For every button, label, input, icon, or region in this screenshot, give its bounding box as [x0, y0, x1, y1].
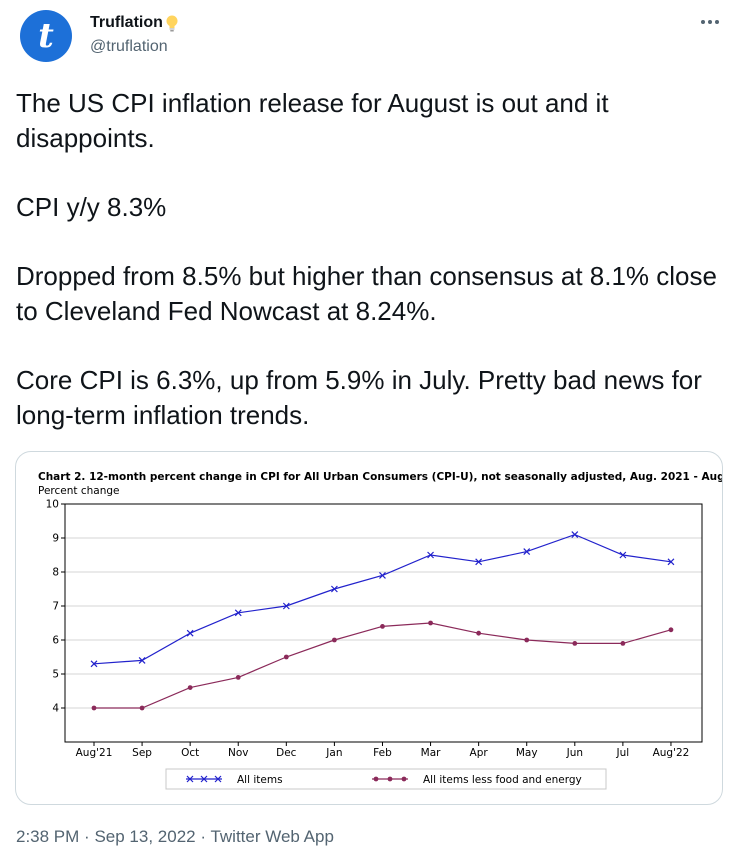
series-line-core	[94, 622, 672, 709]
y-tick-label: 10	[46, 499, 59, 511]
data-point-core	[620, 641, 626, 646]
data-point-core	[332, 637, 337, 643]
y-tick-label: 4	[52, 703, 59, 715]
data-point-core	[668, 627, 674, 633]
x-tick-label: Oct	[181, 747, 199, 759]
x-tick-label: Aug'22	[653, 747, 690, 759]
data-point-core	[380, 624, 385, 629]
x-tick-label: Jul	[616, 747, 630, 759]
data-point-all-items	[186, 629, 194, 637]
y-tick-label: 7	[52, 601, 59, 613]
avatar-letter: t	[38, 16, 54, 56]
data-point-all-items	[619, 551, 627, 559]
data-point-core	[524, 637, 530, 643]
x-tick-label: Jun	[566, 747, 583, 759]
x-tick-label: Nov	[228, 747, 249, 759]
data-point-all-items	[90, 660, 98, 668]
legend-label: All items less food and energy	[423, 774, 582, 786]
data-point-all-items	[571, 531, 579, 539]
data-point-core	[572, 641, 578, 646]
data-point-core	[283, 654, 289, 660]
legend-marker	[214, 775, 222, 783]
avatar[interactable]: t	[20, 10, 72, 62]
data-point-all-items	[379, 571, 386, 579]
plot-frame	[64, 503, 703, 743]
tweet-time[interactable]: 2:38 PM	[16, 827, 80, 846]
author-display-name[interactable]: Truflation	[90, 14, 163, 31]
author-handle[interactable]: @truflation	[90, 38, 168, 55]
data-point-all-items	[427, 551, 434, 559]
tweet-date[interactable]: Sep 13, 2022	[94, 827, 196, 846]
series-line-all-items	[93, 533, 672, 665]
legend-marker	[200, 775, 208, 783]
data-point-core	[476, 630, 482, 636]
x-tick-label: Mar	[421, 747, 441, 759]
y-tick-label: 9	[52, 533, 59, 545]
y-tick-label: 6	[52, 635, 59, 647]
y-tick-label: 5	[52, 669, 59, 681]
meta-separator: ·	[200, 827, 207, 846]
tweet-paragraph: Dropped from 8.5% but higher than consen…	[16, 261, 717, 326]
legend-marker	[387, 776, 393, 782]
x-tick-label: Dec	[276, 747, 297, 759]
tweet-source[interactable]: Twitter Web App	[210, 827, 334, 846]
data-point-all-items	[523, 548, 531, 556]
x-tick-label: Jan	[325, 747, 342, 759]
data-point-core	[187, 685, 193, 690]
data-point-all-items	[667, 558, 675, 566]
chart-ylabel: Percent change	[38, 485, 120, 497]
cpi-chart: Chart 2. 12-month percent change in CPI …	[38, 471, 722, 790]
data-point-all-items	[282, 602, 290, 610]
data-point-core	[139, 705, 145, 711]
tweet-paragraph: The US CPI inflation release for August …	[16, 88, 609, 153]
x-tick-label: Aug'21	[76, 747, 113, 759]
legend-label: All items	[237, 774, 283, 786]
more-options-icon[interactable]	[698, 12, 722, 32]
data-point-core	[91, 705, 97, 711]
meta-separator: ·	[84, 827, 90, 846]
data-point-all-items	[330, 585, 338, 593]
tweet-media-image[interactable]: Chart 2. 12-month percent change in CPI …	[15, 451, 723, 805]
tweet-text: The US CPI inflation release for August …	[16, 86, 728, 433]
data-point-all-items	[234, 609, 242, 617]
legend-marker	[186, 775, 194, 783]
tweet-meta: 2:38 PM · Sep 13, 2022 · Twitter Web App	[16, 827, 334, 847]
tweet-paragraph: CPI y/y 8.3%	[16, 192, 167, 222]
author-name-row: Truflation	[90, 13, 179, 33]
x-tick-label: Feb	[373, 747, 392, 759]
legend-marker	[401, 776, 407, 782]
x-tick-label: Apr	[470, 747, 489, 759]
data-point-core	[235, 675, 241, 680]
x-tick-label: Sep	[132, 747, 152, 759]
lightbulb-icon	[165, 14, 179, 32]
chart-title: Chart 2. 12-month percent change in CPI …	[38, 471, 722, 483]
data-point-all-items	[475, 558, 483, 566]
tweet-paragraph: Core CPI is 6.3%, up from 5.9% in July. …	[16, 365, 702, 430]
data-point-core	[428, 620, 433, 626]
x-tick-label: May	[516, 747, 538, 759]
legend-marker	[373, 776, 379, 782]
data-point-all-items	[138, 656, 146, 664]
y-tick-label: 8	[52, 567, 59, 579]
